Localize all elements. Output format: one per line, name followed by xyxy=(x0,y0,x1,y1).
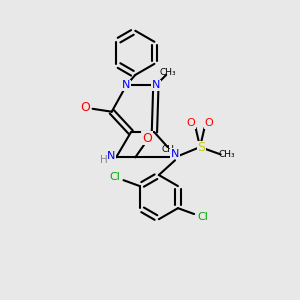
Text: O: O xyxy=(142,132,152,145)
Text: S: S xyxy=(197,141,206,154)
Text: O: O xyxy=(187,118,196,128)
Text: N: N xyxy=(122,80,130,90)
Text: O: O xyxy=(80,101,90,114)
Text: N: N xyxy=(152,80,160,90)
Text: CH₃: CH₃ xyxy=(162,146,178,154)
Text: Cl: Cl xyxy=(110,172,121,182)
Text: N: N xyxy=(171,149,179,159)
Text: CH₃: CH₃ xyxy=(159,68,176,77)
Text: Cl: Cl xyxy=(197,212,208,222)
Text: H: H xyxy=(100,155,108,165)
Text: N: N xyxy=(107,151,115,161)
Text: CH₃: CH₃ xyxy=(219,150,236,159)
Text: O: O xyxy=(205,118,213,128)
